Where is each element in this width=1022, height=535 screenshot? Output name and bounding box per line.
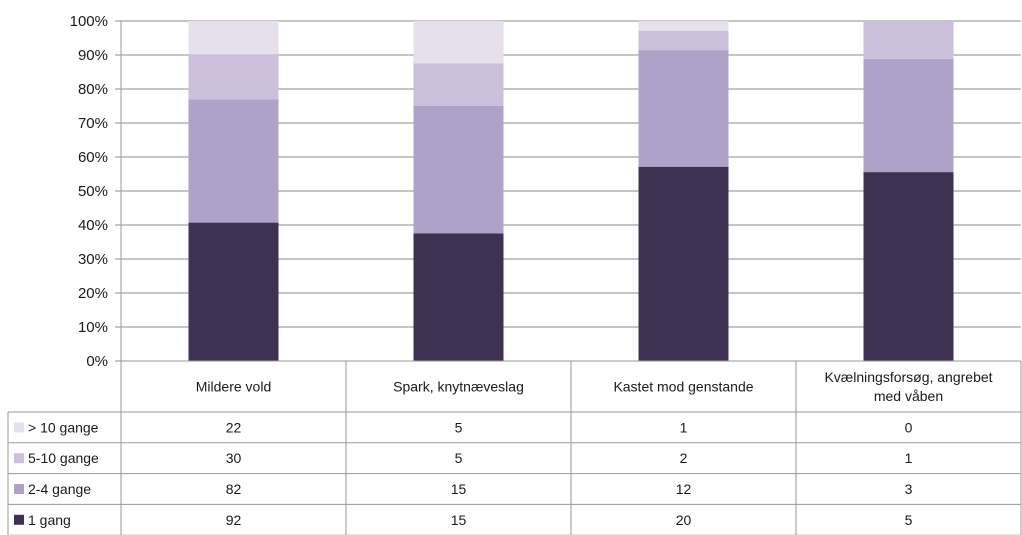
legend-label: 5-10 gange [28, 450, 99, 466]
table-value: 1 [680, 419, 688, 435]
bar-segment [638, 30, 729, 51]
bar-segment [413, 63, 504, 106]
legend-label: > 10 gange [28, 419, 99, 435]
bar-segment [413, 21, 504, 64]
legend-swatch [14, 453, 24, 464]
legend-label: 1 gang [28, 512, 71, 528]
bar-segment [863, 172, 954, 361]
table-value: 5 [455, 450, 463, 466]
y-tick-label: 90% [78, 47, 108, 64]
table-value: 15 [451, 512, 467, 528]
table-value: 15 [451, 481, 467, 497]
bar-segment [413, 106, 504, 234]
table-value: 1 [905, 450, 913, 466]
y-tick-label: 70% [78, 115, 108, 132]
y-tick-label: 20% [78, 285, 108, 302]
table-value: 22 [226, 419, 242, 435]
y-tick-label: 40% [78, 217, 108, 234]
category-label: Spark, knytnæveslag [393, 379, 524, 395]
y-tick-label: 50% [78, 183, 108, 200]
legend-swatch [14, 514, 24, 525]
y-tick-label: 30% [78, 251, 108, 268]
bar-segment [863, 21, 954, 59]
y-tick-label: 10% [78, 319, 108, 336]
legend-label: 2-4 gange [28, 481, 91, 497]
bar-segment [638, 21, 729, 31]
table-value: 82 [226, 481, 242, 497]
table-value: 30 [226, 450, 242, 466]
legend-swatch [14, 422, 24, 433]
category-label: Kastet mod genstande [613, 379, 753, 395]
category-label: med våben [874, 388, 943, 404]
table-value: 12 [676, 481, 692, 497]
category-label: Kvælningsforsøg, angrebet [824, 369, 992, 385]
bar-segment [188, 99, 279, 223]
y-tick-label: 80% [78, 81, 108, 98]
table-value: 0 [905, 419, 913, 435]
y-tick-label: 100% [70, 13, 108, 30]
y-tick-label: 60% [78, 149, 108, 166]
table-value: 2 [680, 450, 688, 466]
table-value: 5 [455, 419, 463, 435]
bar-segment [413, 233, 504, 361]
category-label: Mildere vold [196, 379, 271, 395]
bar-segment [188, 54, 279, 100]
table-value: 20 [676, 512, 692, 528]
bar-segment [863, 58, 954, 173]
table-value: 92 [226, 512, 242, 528]
y-tick-label: 0% [86, 353, 108, 370]
table-value: 5 [905, 512, 913, 528]
bar-segment [638, 166, 729, 361]
legend-swatch [14, 484, 24, 494]
bar-segment [188, 21, 279, 55]
table-value: 3 [905, 481, 913, 497]
bar-segment [638, 50, 729, 167]
bar-segment [188, 222, 279, 361]
